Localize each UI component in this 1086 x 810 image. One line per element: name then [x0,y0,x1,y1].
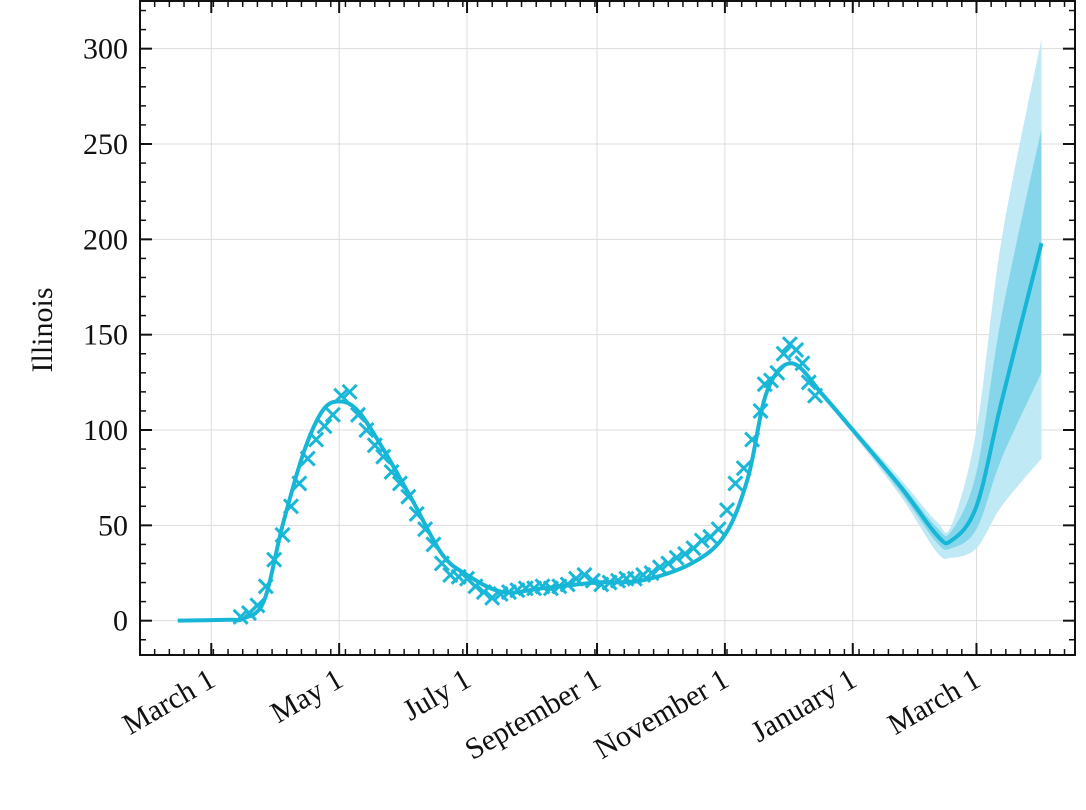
observed-point [660,555,677,572]
y-tick-label: 50 [98,509,128,542]
observed-point [727,475,744,492]
x-tick-label: March 1 [882,662,986,741]
plot-frame [139,0,1076,656]
y-tick-label: 250 [83,128,128,161]
y-tick-label: 150 [83,319,128,352]
x-tick-label: March 1 [117,662,221,741]
observed-point [576,566,593,583]
y-tick-label: 300 [83,33,128,66]
fit-line [177,242,1044,623]
inner-confidence-band [823,128,1042,550]
observed-point [677,545,694,563]
observed-point [693,532,710,549]
observed-point [316,418,333,435]
y-tick-label: 0 [113,605,128,638]
x-tick-label: July 1 [397,662,476,727]
x-tick-label: January 1 [745,662,862,748]
y-axis-label: Illinois [26,287,59,372]
observed-point [775,345,792,362]
series [177,242,1044,625]
observed-point [375,448,392,465]
observed-point [800,374,817,391]
x-tick-label: May 1 [265,662,349,729]
observed-point [341,383,358,400]
observed-point [358,421,375,439]
observed-point [383,463,400,481]
grid [140,1,1075,655]
observed-point [668,549,685,566]
y-tick-label: 100 [83,414,128,447]
observed-point [651,559,668,576]
observed-point [718,502,736,519]
x-tick-label: November 1 [589,662,735,765]
axis-ticks: 0 50 100 150 200 250 300 March 1 May 1 July 1Sept… [83,1,1075,766]
observed-point [788,341,805,358]
x-tick-label: September 1 [459,662,606,766]
y-tick-label: 200 [83,223,128,256]
observed-point [484,589,501,606]
confidence-bands [823,39,1042,559]
observed-point [324,406,341,423]
